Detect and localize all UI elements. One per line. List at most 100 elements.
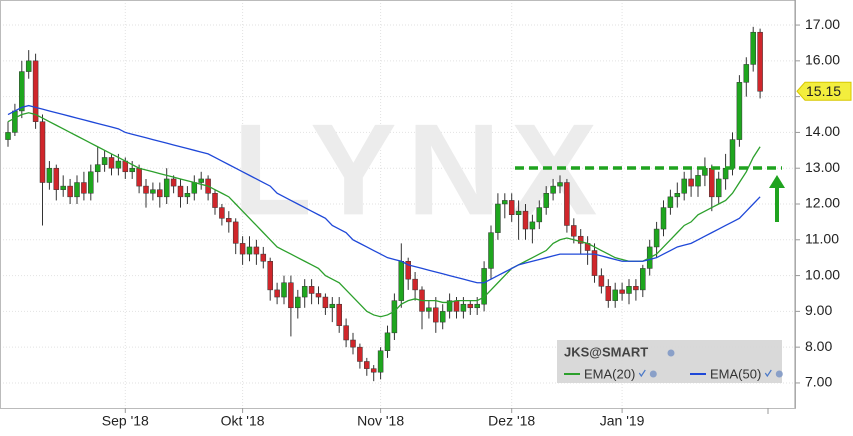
y-tick-label: 10.00 xyxy=(805,266,840,282)
candle-body xyxy=(612,289,618,301)
candle-body xyxy=(412,278,418,291)
candle-body xyxy=(53,167,60,190)
candle-body xyxy=(74,182,80,198)
candle-body xyxy=(446,300,453,312)
candle-body xyxy=(60,185,66,190)
candle-body xyxy=(260,253,267,262)
candle-body xyxy=(239,243,246,255)
candle-body xyxy=(667,196,674,208)
candle-body xyxy=(357,346,363,362)
candle-body xyxy=(329,303,336,309)
candle-body xyxy=(571,225,577,237)
candle-body xyxy=(605,286,612,301)
x-tick-label: Nov '18 xyxy=(357,413,404,429)
candle-body xyxy=(688,178,694,187)
legend-check[interactable] xyxy=(638,369,646,378)
candle-body xyxy=(674,193,681,198)
candle-body xyxy=(232,221,239,244)
legend-label: EMA(20) xyxy=(584,366,635,381)
candle-body xyxy=(695,175,701,187)
y-tick-label: 14.00 xyxy=(805,123,840,139)
candle-body xyxy=(115,160,122,169)
candle-body xyxy=(150,189,156,194)
axis: 7.00 8.00 9.00 10.00 11.00 12.00 13.00 14.00 15.… xyxy=(102,0,852,429)
candle-body xyxy=(101,157,108,165)
candle-body xyxy=(343,325,349,341)
candle-body xyxy=(577,235,584,244)
candle-body xyxy=(315,293,322,298)
candle-body xyxy=(163,178,170,198)
candle-body xyxy=(253,246,260,255)
candle-body xyxy=(757,31,763,92)
y-tick-label: 16.00 xyxy=(805,52,840,68)
legend-symbol: JKS@SMART xyxy=(564,344,648,359)
candle-body xyxy=(460,303,467,312)
y-tick-label: 13.00 xyxy=(805,159,840,175)
y-tick-label: 8.00 xyxy=(805,338,832,354)
plot xyxy=(5,26,763,382)
candle-body xyxy=(536,207,543,223)
legend-icon[interactable] xyxy=(649,370,657,378)
candle-body xyxy=(557,182,563,187)
candle-body xyxy=(274,289,280,298)
candle-body xyxy=(598,275,605,287)
candle-body xyxy=(5,132,11,140)
candle-body xyxy=(219,207,225,219)
candle-body xyxy=(660,207,667,230)
candle-body xyxy=(543,193,549,208)
legend-check[interactable] xyxy=(764,369,772,378)
candle-body xyxy=(94,164,101,173)
y-tick-label: 9.00 xyxy=(805,302,832,318)
candle-body xyxy=(640,268,646,291)
x-tick-label: Sep '18 xyxy=(102,413,149,429)
y-tick-label: 12.00 xyxy=(805,195,840,211)
candle-body xyxy=(626,286,632,294)
candle-body xyxy=(370,368,377,373)
candle-body xyxy=(515,210,522,215)
legend-box xyxy=(557,340,782,383)
candle-body xyxy=(736,82,743,140)
candle-body xyxy=(25,60,32,72)
candle-body xyxy=(377,350,384,373)
candle-body xyxy=(591,250,598,276)
candle-body xyxy=(136,167,142,187)
candle-body xyxy=(288,282,294,309)
legend-icon[interactable] xyxy=(775,370,783,378)
candle-body xyxy=(398,261,405,301)
candle-body xyxy=(67,185,73,198)
candle-body xyxy=(246,246,253,255)
candle-body xyxy=(267,261,273,291)
candle-body xyxy=(709,167,715,198)
candle-body xyxy=(281,282,287,298)
legend-items: EMA(20) EMA(50) xyxy=(564,366,783,381)
candle-body xyxy=(722,167,729,180)
legend-icon[interactable] xyxy=(667,349,675,357)
candle-body xyxy=(308,286,315,294)
candle-body xyxy=(19,71,25,112)
candle-body xyxy=(453,300,460,312)
candle-body xyxy=(191,182,198,194)
candle-body xyxy=(488,232,494,269)
candle-body xyxy=(295,296,301,309)
price-tag xyxy=(796,81,852,101)
candle-body xyxy=(467,303,474,309)
candle-body xyxy=(212,193,218,208)
candle-body xyxy=(143,185,149,194)
candle-body xyxy=(439,311,446,323)
candle-body xyxy=(226,218,232,223)
candle-body xyxy=(88,171,94,194)
candle-body xyxy=(750,31,756,65)
candle-body xyxy=(529,221,536,230)
candle-body xyxy=(653,228,660,248)
candle-body xyxy=(405,261,411,280)
last-price: 15.15 xyxy=(806,83,841,99)
candle-body xyxy=(177,185,184,198)
candle-body xyxy=(170,178,177,187)
candle-body xyxy=(502,200,508,205)
candle-body xyxy=(129,167,135,173)
candle-body xyxy=(619,289,625,294)
legend-label: EMA(50) xyxy=(710,366,761,381)
candle-body xyxy=(681,178,687,194)
candle-body xyxy=(426,307,432,312)
